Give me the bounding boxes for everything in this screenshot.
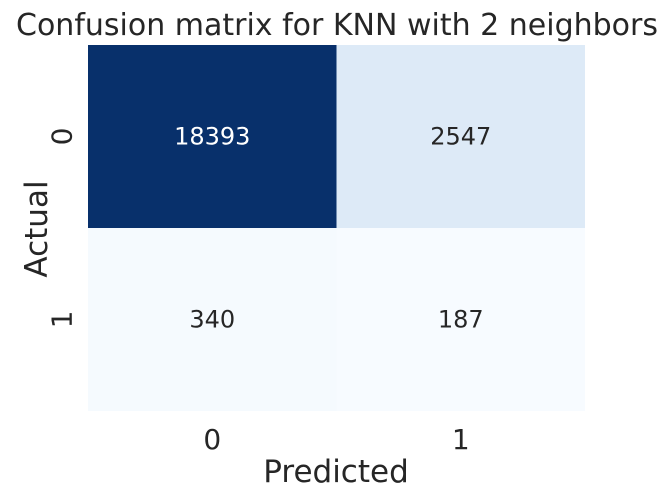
cell-value-r0-c0: 18393	[174, 123, 250, 151]
heatmap-cell-r1-c0	[88, 228, 337, 411]
y-axis-label: Actual	[19, 180, 55, 277]
cell-value-r1-c1: 187	[438, 306, 484, 334]
chart-title: Confusion matrix for KNN with 2 neighbor…	[16, 8, 658, 43]
heatmap-cell-r0-c1	[336, 45, 585, 228]
heatmap-cell-r1-c1	[336, 228, 585, 411]
y-tick-label-1: 1	[46, 311, 79, 329]
x-tick-label-1: 1	[452, 423, 470, 456]
cell-value-r0-c1: 2547	[430, 123, 491, 151]
heatmap-cell-r0-c0	[88, 45, 337, 228]
y-axis-ticks: 01	[46, 128, 79, 329]
heatmap-cells	[88, 45, 585, 411]
y-tick-label-0: 0	[46, 128, 79, 146]
heatmap-cell-labels: 18393 2547 340 187	[174, 123, 491, 334]
cell-value-r1-c0: 340	[189, 306, 235, 334]
x-axis-label: Predicted	[263, 454, 409, 490]
x-tick-label-0: 0	[203, 423, 221, 456]
